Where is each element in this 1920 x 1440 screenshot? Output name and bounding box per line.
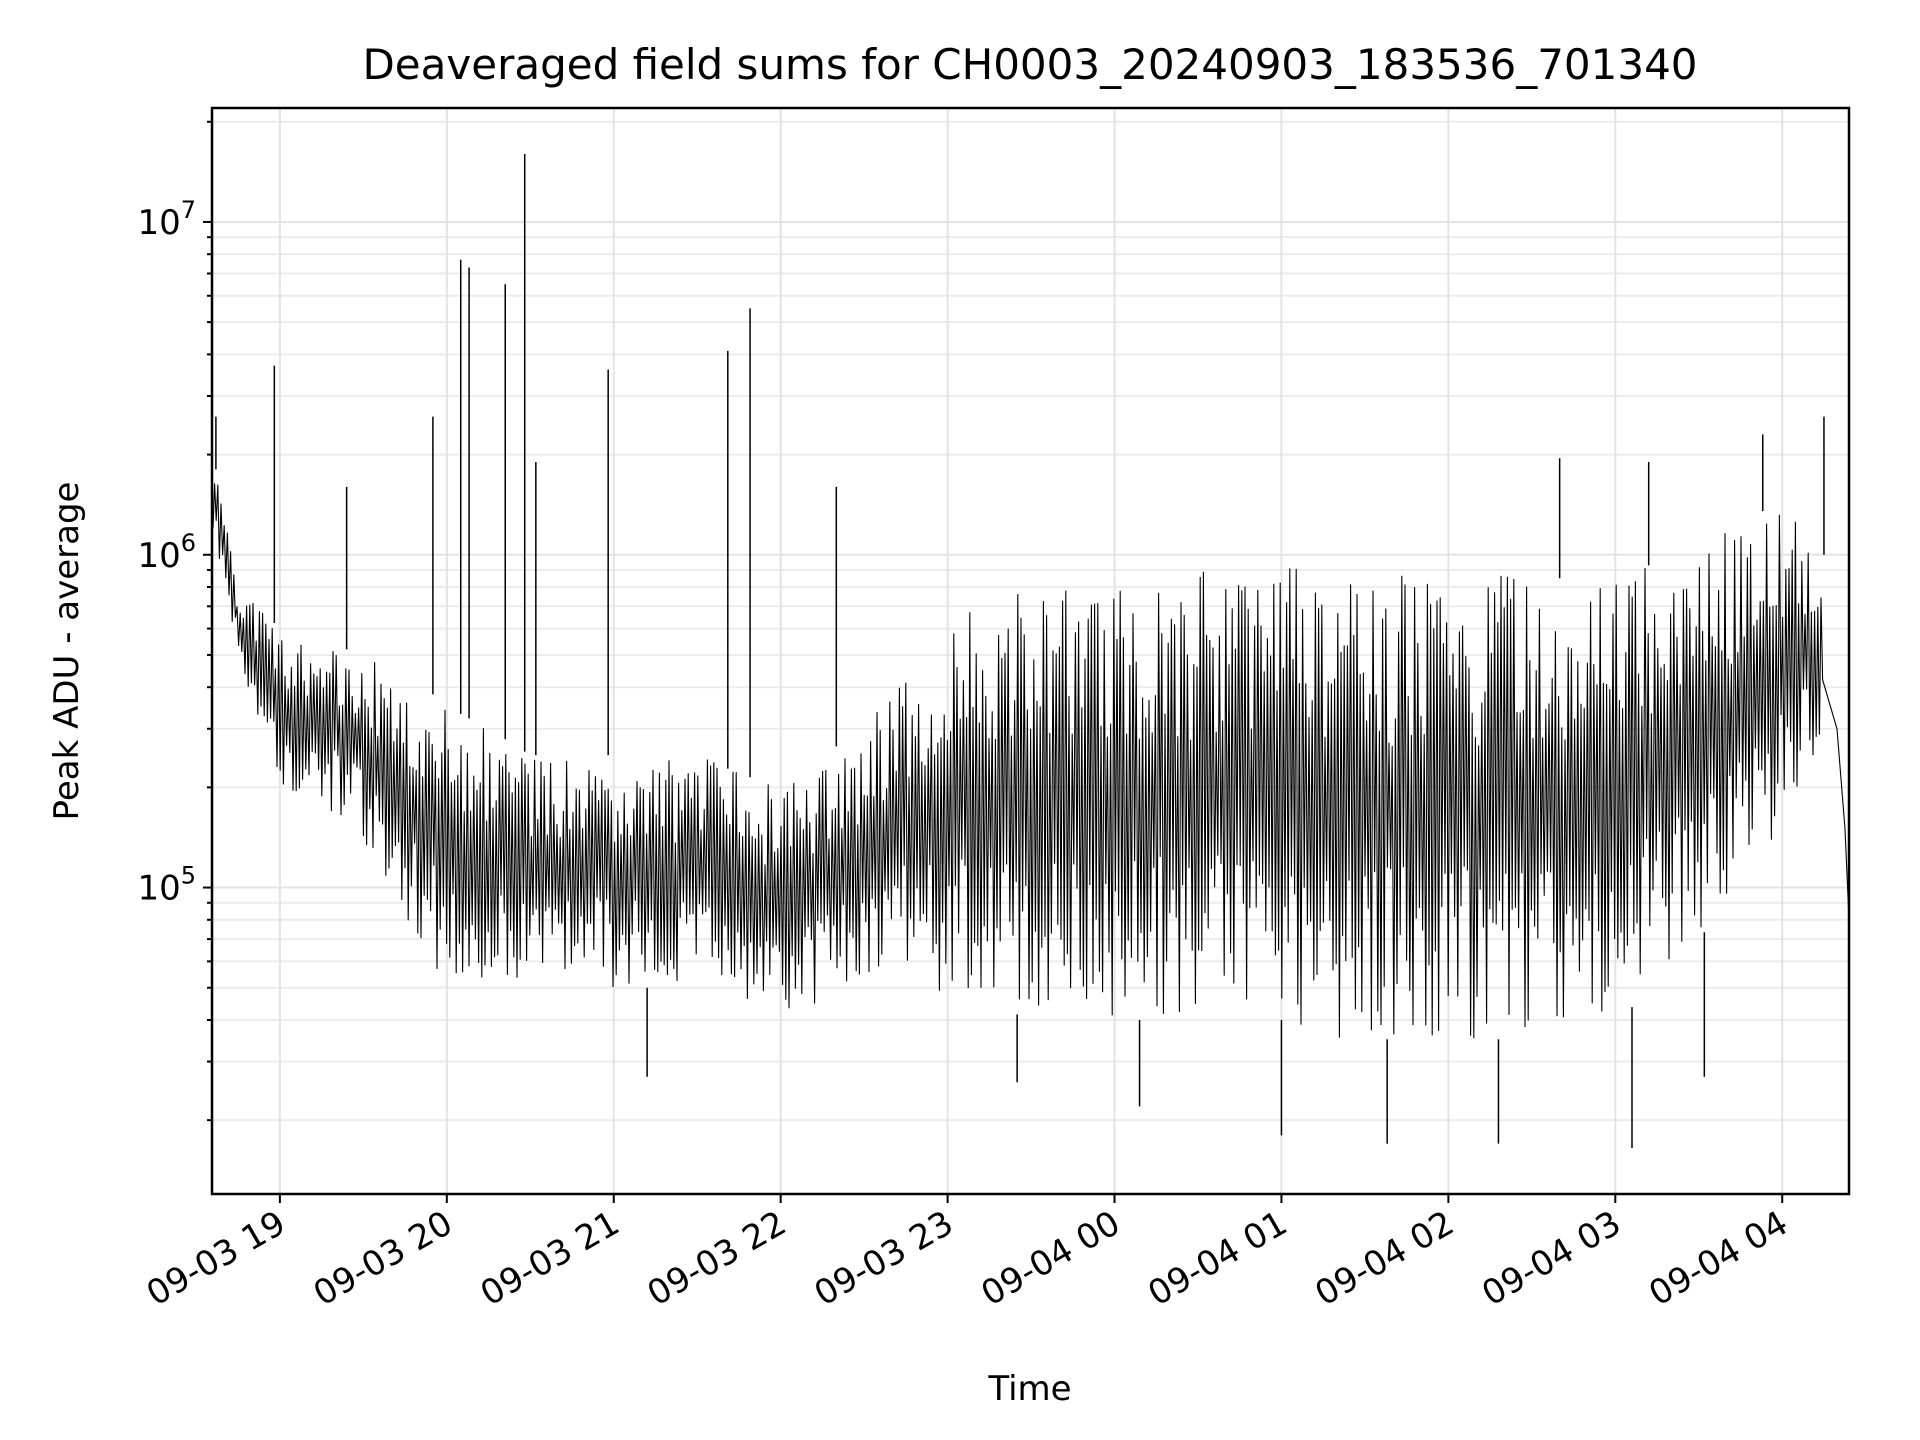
- plot-area-frame: [210, 106, 1851, 1196]
- y-tick-label: 105: [137, 862, 196, 909]
- y-tick-label: 106: [137, 529, 196, 576]
- y-tick-label: 107: [137, 196, 196, 243]
- chart-title: Deaveraged field sums for CH0003_2024090…: [362, 40, 1697, 89]
- series-line: [212, 483, 1850, 1039]
- series-layer: [212, 154, 1850, 1148]
- y-axis-ticks: 105 106 107: [137, 120, 212, 1122]
- x-axis-label: Time: [987, 1369, 1071, 1409]
- y-axis-label: Peak ADU - average: [47, 482, 87, 821]
